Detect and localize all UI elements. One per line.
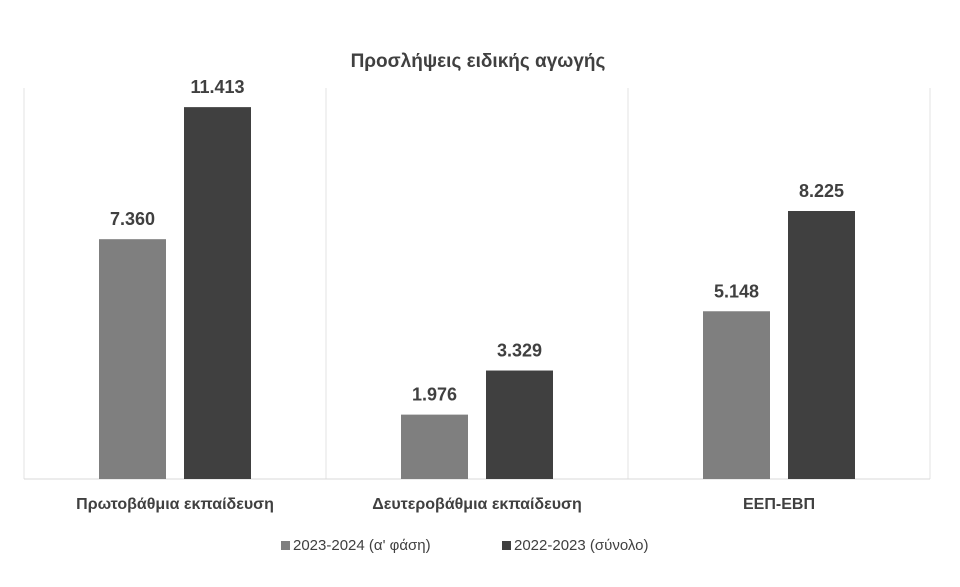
x-tick-label: Δευτεροβάθμια εκπαίδευση <box>372 496 582 513</box>
legend-item-2: 2022-2023 (σύνολο) <box>502 537 649 554</box>
legend-label: 2022-2023 (σύνολο) <box>514 537 649 554</box>
bars-group <box>99 107 855 480</box>
legend: 2023-2024 (α' φάση) 2022-2023 (σύνολο) <box>281 537 649 554</box>
legend-swatch <box>502 541 511 550</box>
bar-series-2-cat-1 <box>184 107 251 480</box>
legend-label: 2023-2024 (α' φάση) <box>293 537 431 554</box>
data-label: 7.360 <box>110 209 155 229</box>
chart-title: Προσλήψεις ειδικής αγωγής <box>351 51 606 72</box>
data-label: 5.148 <box>714 281 759 301</box>
data-label: 1.976 <box>412 385 457 405</box>
legend-swatch <box>281 541 290 550</box>
bar-series-2-cat-2 <box>486 370 553 479</box>
data-label: 11.413 <box>190 77 244 97</box>
category-separators <box>23 88 931 479</box>
x-tick-label: Πρωτοβάθμια εκπαίδευση <box>76 496 274 513</box>
legend-item-1: 2023-2024 (α' φάση) <box>281 537 431 554</box>
bar-series-1-cat-2 <box>401 414 468 479</box>
data-label: 8.225 <box>799 181 844 201</box>
bar-series-1-cat-3 <box>703 311 770 479</box>
x-tick-labels-group: Πρωτοβάθμια εκπαίδευση Δευτεροβάθμια εκπα… <box>76 496 815 513</box>
bar-series-1-cat-1 <box>99 239 166 479</box>
data-label: 3.329 <box>497 341 542 361</box>
value-labels-group: 7.360 11.413 1.976 3.329 5.148 8.225 <box>110 77 844 404</box>
x-tick-label: ΕΕΠ-ΕΒΠ <box>743 496 815 513</box>
bar-series-2-cat-3 <box>788 211 855 480</box>
